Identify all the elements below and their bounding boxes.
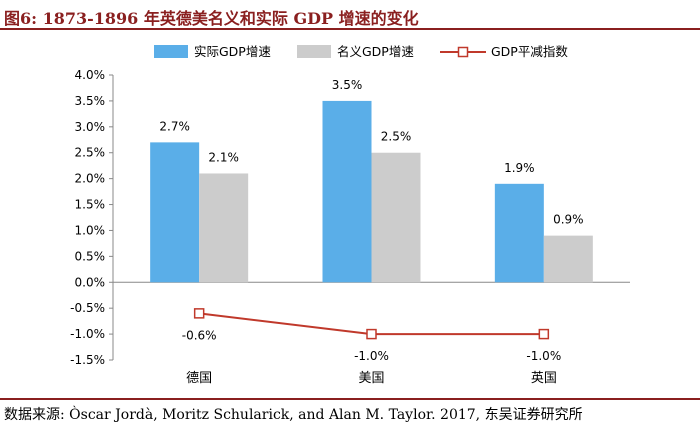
bar-real-gdp	[150, 142, 200, 283]
x-category-label: 美国	[358, 371, 384, 386]
y-tick-label: 3.0%	[75, 120, 106, 134]
chart: -1.5% -1.0% -0.5% 0.0% 0.5% 1.0% 1.5% 2.0% 2.5% 3…	[70, 44, 630, 386]
title-bar: 图6: 1873-1896 年英德美名义和实际 GDP 增速的变化	[0, 0, 700, 30]
bar-nominal-gdp	[371, 152, 421, 283]
y-tick-label: 1.5%	[75, 198, 106, 212]
deflator-point	[366, 328, 377, 340]
y-tick-label: 0.5%	[75, 249, 106, 263]
y-tick-label: 2.0%	[75, 172, 106, 186]
y-tick-label: 1.0%	[75, 223, 106, 237]
legend-swatch-deflator-marker	[457, 46, 469, 58]
bar-nominal-gdp-label: 2.5%	[381, 130, 412, 144]
bar-real-gdp-label: 2.7%	[159, 119, 190, 133]
legend-label-deflator: GDP平减指数	[491, 44, 568, 59]
bar-real-gdp-label: 3.5%	[332, 78, 363, 92]
figure-title: 图6: 1873-1896 年英德美名义和实际 GDP 增速的变化	[4, 9, 419, 28]
bar-real-gdp	[322, 100, 372, 283]
y-tick-label: -1.5%	[70, 353, 105, 367]
legend-label-nominal-gdp: 名义GDP增速	[337, 44, 414, 59]
source-bar: 数据来源: Òscar Jordà, Moritz Schularick, an…	[0, 398, 700, 425]
y-tick-label: 3.5%	[75, 94, 106, 108]
legend-swatch-nominal-gdp	[297, 45, 331, 58]
bar-nominal-gdp-label: 2.1%	[208, 150, 239, 164]
legend-label-real-gdp: 实际GDP增速	[194, 44, 271, 59]
y-tick-label: 4.0%	[75, 68, 106, 82]
y-tick-label: 2.5%	[75, 146, 106, 160]
bar-nominal-gdp	[199, 173, 249, 283]
y-tick-label: 0.0%	[75, 275, 106, 289]
bar-nominal-gdp-label: 0.9%	[553, 213, 584, 227]
legend-swatch-real-gdp	[154, 45, 188, 58]
deflator-point	[193, 308, 205, 319]
deflator-point	[538, 328, 550, 340]
deflator-point-label: -0.6%	[182, 328, 217, 342]
bar-real-gdp-label: 1.9%	[504, 161, 535, 175]
y-tick-label: -0.5%	[70, 301, 105, 315]
bar-real-gdp	[494, 183, 544, 283]
deflator-point-label: -1.0%	[526, 349, 561, 363]
y-tick-label: -1.0%	[70, 327, 105, 341]
deflator-point-label: -1.0%	[354, 349, 389, 363]
bar-nominal-gdp	[543, 235, 593, 283]
source-note: 数据来源: Òscar Jordà, Moritz Schularick, an…	[4, 407, 583, 423]
x-category-label: 英国	[531, 371, 557, 386]
x-category-label: 德国	[186, 371, 212, 386]
